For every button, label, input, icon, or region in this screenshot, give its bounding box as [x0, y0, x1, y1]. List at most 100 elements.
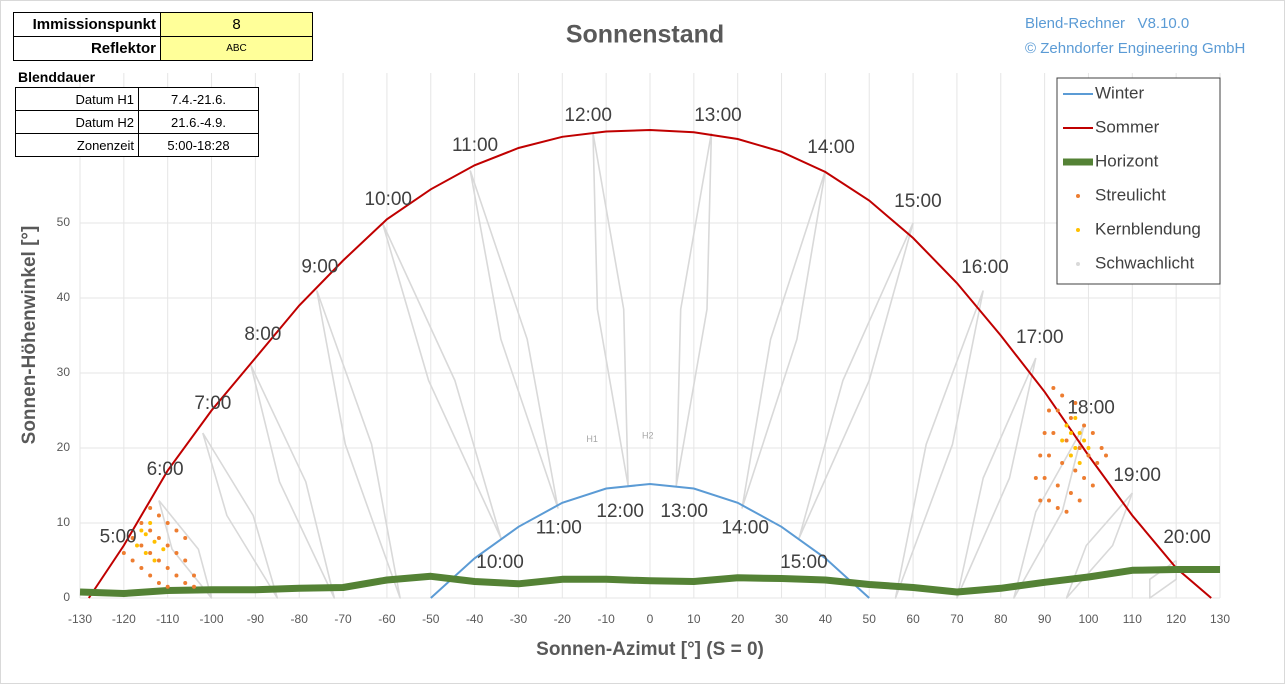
- x-tick-label: -70: [334, 612, 352, 626]
- analemma-line: [956, 357, 1037, 599]
- brand-line: Blend-Rechner V8.10.0: [1025, 15, 1190, 32]
- x-axis-label: Sonnen-Azimut [°] (S = 0): [536, 639, 764, 660]
- x-tick-label: 0: [647, 612, 654, 626]
- scatter-point: [130, 536, 135, 540]
- value-cell: 7.4.-21.6.: [138, 87, 259, 111]
- time-label: 16:00: [961, 257, 1009, 278]
- scatter-point: [165, 521, 170, 525]
- scatter-point: [1055, 506, 1060, 510]
- value-cell: ABC: [160, 36, 313, 61]
- section-title: Blenddauer: [18, 69, 96, 85]
- scatter-point: [1033, 476, 1038, 480]
- y-tick-label: 10: [57, 515, 71, 529]
- analemma-line: [316, 290, 401, 599]
- time-label: 19:00: [1113, 465, 1161, 486]
- scatter-point: [156, 513, 161, 518]
- y-tick-label: 30: [57, 365, 71, 379]
- scatter-point: [1077, 446, 1082, 450]
- scatter-point: [1038, 498, 1043, 503]
- legend: Winter Sommer Horizont Streulicht Kernblendu…: [1056, 77, 1221, 285]
- scatter-point: [1051, 431, 1056, 435]
- scatter-point: [148, 506, 153, 510]
- scatter-point: [1042, 431, 1047, 435]
- scatter-point: [156, 536, 161, 540]
- series-line: [87, 128, 1212, 599]
- scatter-point: [1064, 423, 1069, 428]
- scatter-point: [1060, 393, 1065, 398]
- x-tick-label: 40: [819, 612, 833, 626]
- x-tick-label: -60: [378, 612, 396, 626]
- scatter-point: [1068, 453, 1073, 458]
- analemma-line: [675, 132, 713, 487]
- series-group: [79, 128, 1220, 599]
- scatter-point: [1064, 438, 1069, 443]
- row: Datum H2 21.6.-4.9.: [15, 110, 259, 134]
- x-tick-label: -20: [554, 612, 572, 626]
- x-tick-label: 10: [687, 612, 701, 626]
- scatter-point: [192, 573, 196, 578]
- scatter-point: [148, 551, 153, 555]
- scatter-point: [1073, 401, 1078, 405]
- time-label: 15:00: [894, 191, 942, 212]
- brand-line: © Zehndorfer Engineering GmbH: [1025, 40, 1246, 57]
- scatter-point: [1090, 431, 1095, 435]
- time-label: 14:00: [807, 137, 855, 158]
- x-tick-label: 60: [906, 612, 920, 626]
- analemma-line: [741, 170, 827, 509]
- scatter-point: [1047, 498, 1051, 503]
- analemma-line: [592, 132, 629, 487]
- analemma-line: [202, 432, 279, 599]
- chart-title: Sonnenstand: [566, 21, 724, 49]
- y-tick-label: 50: [57, 215, 71, 229]
- scatter-point: [1073, 468, 1078, 473]
- scatter-point: [1082, 438, 1087, 443]
- y-axis-label: Sonnen-Höhenwinkel [°]: [19, 226, 40, 445]
- x-tick-label: -130: [68, 612, 92, 626]
- legend-box: [1056, 77, 1221, 285]
- scatter-point: [1099, 446, 1104, 450]
- time-label: 14:00: [721, 517, 769, 538]
- series-line: [430, 482, 870, 599]
- x-tick-label: 20: [731, 612, 745, 626]
- time-label: 10:00: [476, 552, 524, 573]
- analemma-line: [158, 499, 213, 599]
- x-tick-label: 30: [775, 612, 789, 626]
- y-tick-label: 20: [57, 440, 71, 454]
- time-label: 12:00: [596, 501, 644, 522]
- scatter-point: [1073, 416, 1078, 420]
- analemma-line: [894, 290, 984, 599]
- scatter-point: [1055, 408, 1060, 413]
- x-tick-label: -50: [422, 612, 440, 626]
- time-label: 20:00: [1163, 527, 1211, 548]
- legend-swatch: [1076, 228, 1080, 232]
- x-tick-label: -110: [156, 612, 179, 626]
- scatter-point: [1073, 446, 1078, 450]
- horizon-line: [79, 566, 1220, 597]
- label-cell: Datum H1: [15, 87, 139, 111]
- x-tick-label: -90: [247, 612, 265, 626]
- analemma-line: [469, 170, 559, 509]
- row: Zonenzeit 5:00-18:28: [15, 133, 259, 157]
- scatter-point: [139, 528, 144, 533]
- scatter-point: [165, 584, 170, 589]
- x-tick-label: -100: [200, 612, 224, 626]
- scatter-point: [1086, 453, 1091, 458]
- scatter-point: [1051, 386, 1056, 390]
- x-tick-label: -40: [466, 612, 484, 626]
- scatter-point: [156, 558, 161, 563]
- analemma-line: [1013, 425, 1085, 599]
- scatter-point: [121, 551, 126, 555]
- x-tick-label: 70: [950, 612, 964, 626]
- scatter-point: [130, 558, 135, 563]
- scatter-point: [1042, 476, 1047, 480]
- scatter-point: [152, 558, 157, 563]
- scatter-point: [143, 551, 148, 555]
- y-tick-label: 0: [63, 590, 70, 604]
- scatter-point: [1077, 431, 1082, 435]
- label-cell: Immissionspunkt: [13, 12, 161, 37]
- legend-label: Schwachlicht: [1095, 253, 1194, 272]
- header-row: Reflektor ABC: [13, 36, 313, 61]
- scatter-point: [1077, 498, 1082, 503]
- legend-label: Winter: [1095, 83, 1144, 102]
- scatter-point: [1060, 438, 1065, 443]
